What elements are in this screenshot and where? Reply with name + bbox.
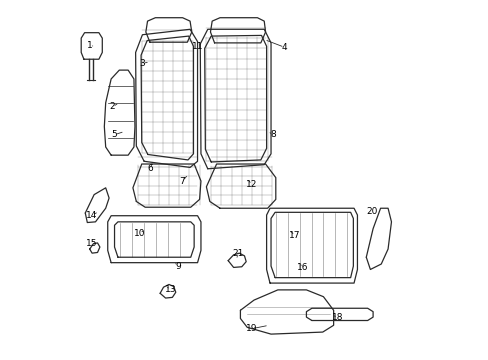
Text: 3: 3 — [139, 59, 145, 68]
Text: 6: 6 — [147, 164, 152, 173]
Text: 12: 12 — [246, 180, 257, 189]
Text: 1: 1 — [87, 41, 92, 50]
Text: 5: 5 — [111, 130, 117, 139]
Text: 11: 11 — [191, 42, 203, 51]
Text: 15: 15 — [86, 239, 98, 248]
Text: 19: 19 — [246, 324, 257, 333]
Text: 20: 20 — [366, 207, 377, 216]
Text: 16: 16 — [297, 263, 308, 272]
Text: 17: 17 — [288, 231, 300, 240]
Text: 10: 10 — [134, 229, 145, 238]
Text: 4: 4 — [281, 43, 287, 52]
Text: 14: 14 — [86, 211, 98, 220]
Text: 21: 21 — [232, 249, 244, 258]
Text: 9: 9 — [175, 262, 181, 271]
Text: 18: 18 — [332, 312, 343, 321]
Text: 8: 8 — [270, 130, 276, 139]
Text: 7: 7 — [179, 176, 185, 185]
Text: 13: 13 — [164, 285, 176, 294]
Text: 2: 2 — [109, 102, 115, 111]
